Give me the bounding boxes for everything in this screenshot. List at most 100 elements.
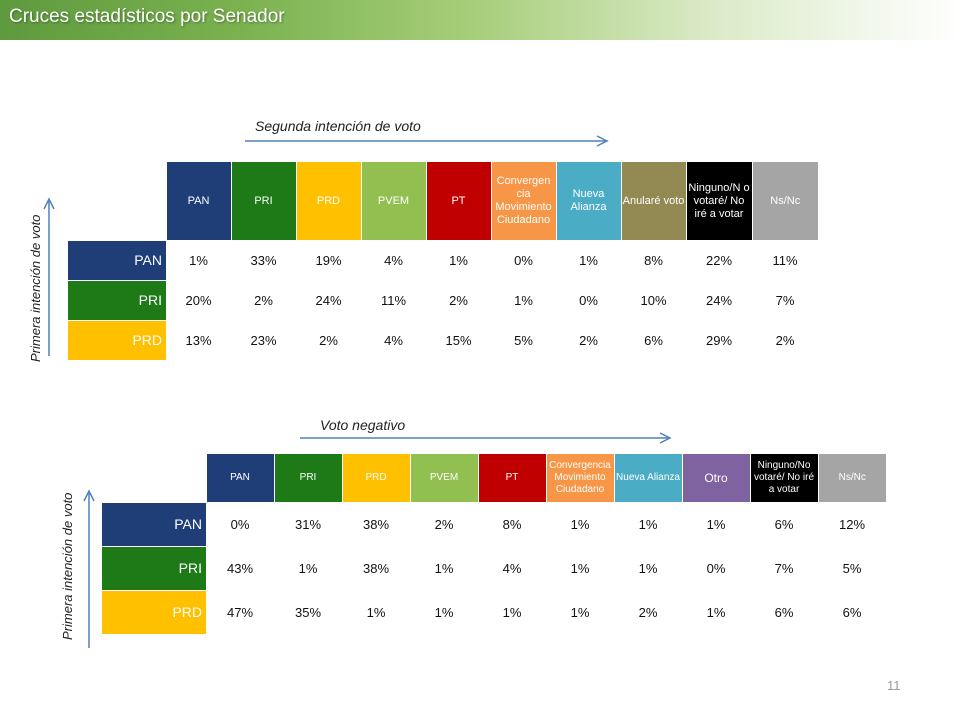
table2-col-nueva-alianza: Nueva Alianza: [613, 454, 682, 502]
header-band: [0, 0, 960, 40]
table1-cell: 29%: [705, 332, 733, 348]
table2-col-prd: PRD: [341, 454, 410, 502]
table1-cell: 2%: [579, 332, 598, 348]
table2-cell: 8%: [502, 516, 522, 532]
table2-cell: 1%: [638, 516, 658, 532]
table1-cell: 4%: [384, 252, 403, 268]
table2-rowhead-pri: PRI: [102, 545, 206, 590]
table1-side-label: Primera intención de voto: [28, 214, 43, 362]
table2-cell: 38%: [362, 560, 390, 576]
table2-cell: 2%: [638, 604, 658, 620]
table1-header-row: PAN PRI PRD PVEM PT Convergen cia Movimi…: [68, 162, 818, 240]
table2-cell: 31%: [294, 516, 322, 532]
page-number: 11: [887, 678, 901, 693]
table1-col-pvem: PVEM: [360, 162, 426, 240]
table1-cell: 11%: [772, 252, 798, 268]
table2-cell: 0%: [706, 560, 726, 576]
table1-cell: 1%: [189, 252, 208, 268]
table1-horizontal-arrow-icon: [245, 135, 609, 147]
table1-col-pri: PRI: [230, 162, 296, 240]
table2-side-label: Primera intención de voto: [60, 492, 75, 640]
table2-cell: 1%: [706, 604, 726, 620]
table1-col-ninguno: Ninguno/N o votaré/ No iré a votar: [685, 162, 752, 240]
table2-col-ninguno: Ninguno/No votaré/ No iré a votar: [749, 454, 818, 502]
table2-cell: 35%: [294, 604, 322, 620]
table2-corner: [102, 454, 206, 502]
table2-cell: 4%: [502, 560, 522, 576]
table2-cell: 47%: [226, 604, 254, 620]
table1-cell: 5%: [514, 332, 533, 348]
table1-cell: 33%: [250, 252, 277, 268]
table2: PAN PRI PRD PVEM PT Convergencia Movimie…: [102, 454, 886, 634]
table1-cell: 0%: [514, 252, 533, 268]
table1-cell: 19%: [315, 252, 342, 268]
table1-col-prd: PRD: [295, 162, 361, 240]
table1-cell: 1%: [449, 252, 468, 268]
table2-col-pan: PAN: [205, 454, 274, 502]
table1-cell: 8%: [644, 252, 663, 268]
table2-cell: 12%: [838, 516, 866, 532]
table2-row-pri: PRI 43% 1% 38% 1% 4% 1% 1% 0% 7% 5%: [102, 545, 886, 590]
table1-cell: 10%: [640, 292, 667, 308]
table1-cell: 2%: [449, 292, 468, 308]
table2-cell: 6%: [842, 604, 862, 620]
table1-row-pan: PAN 1% 33% 19% 4% 1% 0% 1% 8% 22% 11%: [68, 239, 818, 280]
table1-cell: 2%: [775, 332, 795, 348]
table1-cell: 4%: [384, 332, 403, 348]
table2-cell: 1%: [570, 516, 590, 532]
table1-cell: 24%: [705, 292, 733, 308]
table2-cell: 1%: [570, 560, 590, 576]
table2-header-row: PAN PRI PRD PVEM PT Convergencia Movimie…: [102, 454, 886, 502]
table2-col-pt: PT: [477, 454, 546, 502]
table2-vertical-arrow-icon: [83, 489, 95, 648]
table2-col-nsnc: Ns/Nc: [817, 454, 886, 502]
table2-cell: 38%: [362, 516, 390, 532]
table1-row-prd: PRD 13% 23% 2% 4% 15% 5% 2% 6% 29% 2%: [68, 319, 818, 360]
table1-col-anulare: Anularé voto: [620, 162, 686, 240]
table1-rowhead-prd: PRD: [68, 319, 166, 360]
table1-corner: [68, 162, 166, 240]
table1-rowhead-pri: PRI: [68, 279, 166, 320]
table1-vertical-arrow-icon: [43, 197, 55, 356]
slide-title: Cruces estadísticos por Senador: [9, 6, 285, 27]
table2-cell: 1%: [298, 560, 318, 576]
table2-horizontal-arrow-icon: [300, 432, 672, 444]
table1-cell: 13%: [185, 332, 212, 348]
table2-cell: 6%: [774, 516, 794, 532]
table2-col-convergencia: Convergencia Movimiento Ciudadano: [545, 454, 614, 502]
table1-cell: 1%: [579, 252, 598, 268]
table1-row-pri: PRI 20% 2% 24% 11% 2% 1% 0% 10% 24% 7%: [68, 279, 818, 320]
table2-cell: 1%: [570, 604, 590, 620]
table1-cell: 0%: [579, 292, 598, 308]
table2-cell: 1%: [366, 604, 386, 620]
table1-cell: 2%: [254, 292, 273, 308]
table2-cell: 1%: [502, 604, 522, 620]
table2-cell: 0%: [230, 516, 250, 532]
table1-cell: 11%: [380, 292, 407, 308]
table2-cell: 1%: [434, 604, 454, 620]
table1-cell: 20%: [185, 292, 212, 308]
table1-cell: 7%: [775, 292, 795, 308]
table1-col-nsnc: Ns/Nc: [751, 162, 818, 240]
table1-col-nueva-alianza: Nueva Alianza: [555, 162, 621, 240]
table2-cell: 6%: [774, 604, 794, 620]
table2-rowhead-pan: PAN: [102, 501, 206, 546]
table2-cell: 7%: [774, 560, 794, 576]
table1-cell: 24%: [315, 292, 342, 308]
table1-col-pan: PAN: [165, 162, 231, 240]
table1: PAN PRI PRD PVEM PT Convergen cia Movimi…: [68, 162, 818, 360]
table1-cell: 15%: [445, 332, 472, 348]
table2-col-otro: Otro: [681, 454, 750, 502]
table1-cell: 23%: [250, 332, 277, 348]
table1-cell: 2%: [319, 332, 338, 348]
table1-cell: 22%: [705, 252, 733, 268]
table2-cell: 5%: [842, 560, 862, 576]
table2-arrow-label: Voto negativo: [320, 417, 406, 433]
table2-cell: 1%: [638, 560, 658, 576]
table2-row-pan: PAN 0% 31% 38% 2% 8% 1% 1% 1% 6% 12%: [102, 501, 886, 546]
table1-rowhead-pan: PAN: [68, 239, 166, 280]
table1-cell: 6%: [644, 332, 663, 348]
table1-arrow-label: Segunda intención de voto: [255, 118, 421, 134]
table2-cell: 1%: [434, 560, 454, 576]
table2-row-prd: PRD 47% 35% 1% 1% 1% 1% 2% 1% 6% 6%: [102, 589, 886, 634]
